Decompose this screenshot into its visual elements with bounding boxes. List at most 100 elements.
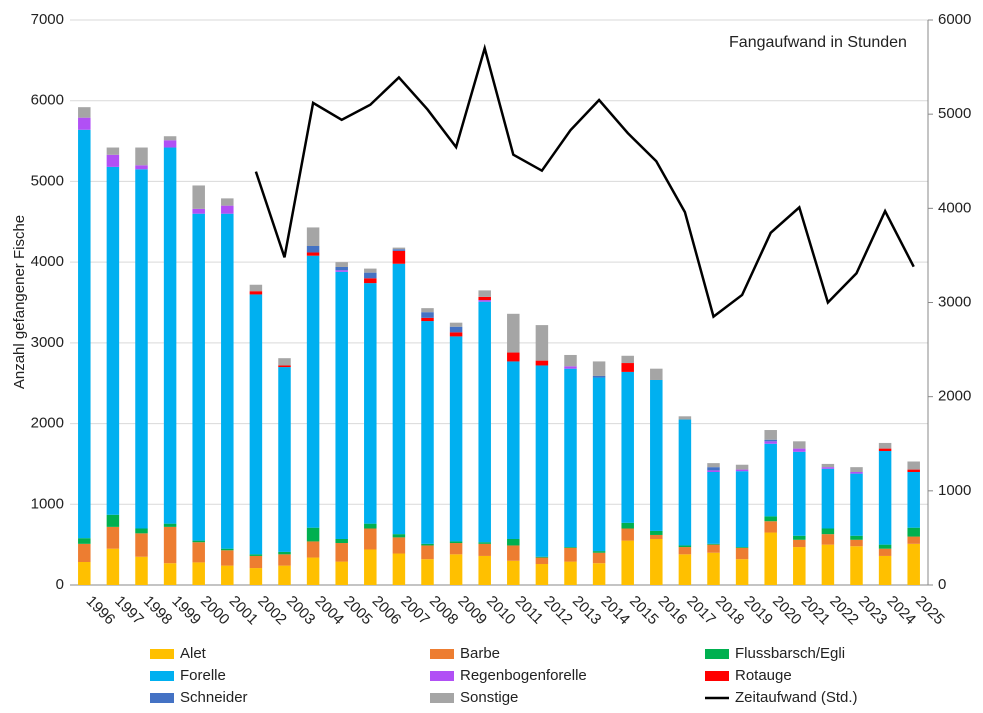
bar-segment — [735, 471, 749, 548]
bar-segment — [106, 147, 120, 155]
bar-segment — [364, 528, 377, 550]
bar-segment — [478, 290, 491, 297]
x-tick-label: 2012 — [540, 593, 576, 629]
bar-segment — [650, 379, 663, 531]
bar-segment — [507, 361, 520, 539]
bar-segment — [421, 543, 434, 546]
x-tick-label: 2025 — [912, 593, 948, 629]
bar-segment — [335, 266, 348, 271]
x-tick-label: 2018 — [712, 593, 748, 629]
bar-segment — [421, 321, 434, 544]
bar-segment — [249, 568, 263, 585]
bar-segment — [106, 166, 120, 515]
bar-segment — [793, 547, 806, 585]
bar-segment — [192, 185, 205, 209]
bar-segment — [421, 545, 434, 560]
bar-segment — [106, 154, 120, 167]
bar-segment — [592, 375, 606, 378]
bar-segment — [707, 463, 720, 468]
bar-segment — [707, 552, 720, 585]
bar-segment — [564, 366, 577, 369]
x-tick-label: 2002 — [254, 593, 290, 629]
bar-segment — [364, 283, 377, 524]
x-tick-label: 2020 — [769, 593, 805, 629]
legend-label: Flussbarsch/Egli — [735, 645, 845, 662]
bar-segment — [421, 312, 434, 318]
bar-segment — [335, 538, 348, 544]
bar-segment — [621, 355, 634, 364]
bar-segment — [135, 556, 148, 585]
bar-segment — [821, 467, 835, 469]
legend-swatch — [705, 671, 729, 681]
bar-segment — [78, 543, 91, 562]
bar-segment — [764, 441, 777, 444]
bar-segment — [878, 451, 892, 545]
bar-segment — [306, 246, 320, 253]
bar-segment — [335, 262, 348, 267]
bar-segment — [764, 516, 777, 522]
bar-segment — [535, 360, 549, 366]
bar-segment — [764, 443, 777, 517]
bar-segment — [249, 554, 263, 556]
bar-segment — [163, 563, 177, 585]
bar-segment — [392, 537, 406, 554]
bar-segment — [278, 365, 291, 368]
bar-segment — [678, 554, 692, 585]
bar-segment — [78, 538, 91, 544]
x-tick-label: 2019 — [740, 593, 776, 629]
bar-segment — [507, 352, 520, 362]
bar-segment — [449, 336, 463, 542]
x-tick-label: 2001 — [226, 593, 262, 629]
bar-segment — [650, 530, 663, 535]
bar-segment — [507, 538, 520, 546]
bar-segment — [306, 252, 320, 256]
bar-segment — [221, 205, 234, 214]
x-tick-label: 2000 — [197, 593, 233, 629]
bar-segment — [907, 536, 920, 544]
bar-segment — [907, 472, 920, 528]
x-tick-label: 2008 — [426, 593, 462, 629]
bar-segment — [650, 538, 663, 585]
bar-segment — [821, 463, 835, 468]
x-tick-label: 2017 — [683, 593, 719, 629]
bar-segment — [735, 464, 749, 470]
bar-segment — [78, 129, 91, 539]
bar-segment — [878, 544, 892, 549]
x-tick-label: 1998 — [140, 593, 176, 629]
legend-swatch — [150, 693, 174, 703]
bar-segment — [306, 541, 320, 558]
y-tick-label: 0 — [56, 576, 64, 593]
bar-segment — [621, 371, 634, 523]
bar-segment — [678, 547, 692, 555]
legend-swatch — [430, 693, 454, 703]
x-tick-label: 2023 — [855, 593, 891, 629]
bar-segment — [249, 291, 263, 295]
bar-segment — [163, 523, 177, 527]
bar-segment — [364, 278, 377, 284]
bar-segment — [449, 332, 463, 337]
bar-segment — [364, 268, 377, 273]
bar-segment — [878, 548, 892, 556]
bar-segment — [793, 448, 806, 452]
bar-segment — [364, 549, 377, 585]
bar-segment — [592, 552, 606, 564]
y-axis-label: Anzahl gefangener Fische — [11, 215, 28, 389]
bar-segment — [735, 559, 749, 585]
bar-segment — [564, 561, 577, 585]
x-tick-label: 2022 — [826, 593, 862, 629]
bar-segment — [392, 534, 406, 538]
legend-label: Schneider — [180, 689, 248, 706]
bar-segment — [478, 296, 491, 301]
y-tick-label: 1000 — [31, 495, 64, 512]
x-tick-label: 2005 — [340, 593, 376, 629]
bar-segment — [735, 469, 749, 472]
line — [254, 43, 915, 319]
bar-segment — [392, 250, 406, 264]
bar-segment — [764, 521, 777, 533]
bar-segment — [707, 467, 720, 471]
y-tick-label: 2000 — [31, 415, 64, 432]
x-tick-label: 2009 — [454, 593, 490, 629]
bar-segment — [621, 522, 634, 529]
bar-segment — [449, 326, 463, 333]
bar-segment — [850, 535, 863, 540]
